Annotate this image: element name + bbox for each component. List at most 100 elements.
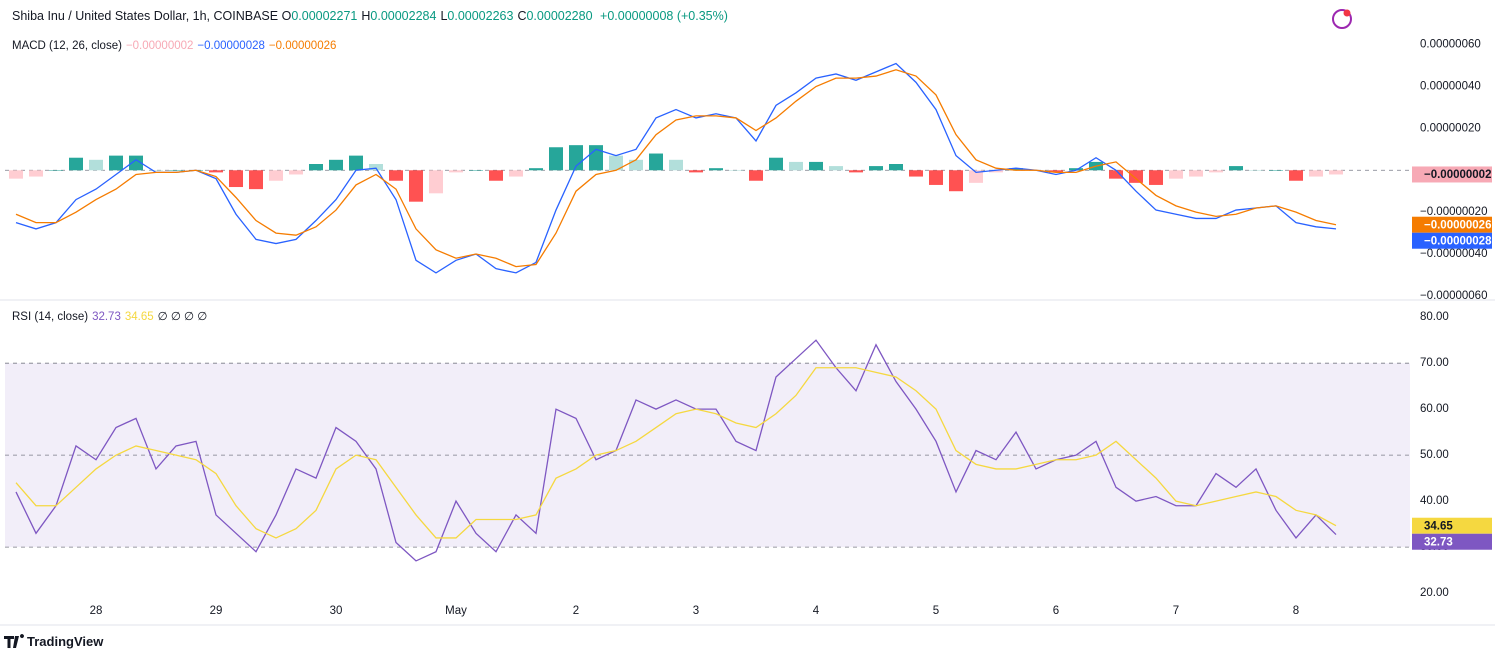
- alert-icon[interactable]: [1332, 9, 1352, 29]
- histogram-bar: [1069, 168, 1083, 171]
- price-tag: [1412, 517, 1492, 534]
- macd-legend: MACD (12, 26, close) −0.00000002 −0.000000…: [12, 40, 340, 52]
- histogram-bar: [869, 166, 883, 171]
- histogram-bar: [549, 147, 563, 171]
- histogram-bar: [309, 164, 323, 171]
- ohlc-value: 0.00002271: [291, 9, 358, 23]
- logo: [4, 634, 24, 648]
- x-tick-label: 28: [90, 605, 103, 617]
- y-tick-label: 50.00: [1420, 449, 1449, 461]
- legend-value: −0.00000002: [125, 40, 194, 52]
- histogram-bar: [269, 170, 283, 181]
- ohlc-value: 0.00002280: [526, 9, 593, 23]
- x-tick-label: May: [445, 605, 467, 617]
- histogram-bar: [469, 170, 483, 171]
- x-tick-label: 8: [1293, 605, 1299, 617]
- histogram-bar: [1309, 170, 1323, 177]
- histogram-bar: [1169, 170, 1183, 179]
- histogram-bar: [949, 170, 963, 192]
- series-line: [15, 62, 1337, 274]
- symbol-title: Shiba Inu / United States Dollar, 1h, CO…: [12, 9, 279, 23]
- y-tick-label: 20.00: [1420, 587, 1449, 599]
- ohlc-value: 0.00002284: [370, 9, 437, 23]
- legend-value: −0.00000026: [268, 40, 337, 52]
- histogram-bar: [349, 155, 363, 171]
- x-tick-label: 7: [1173, 605, 1179, 617]
- histogram-bar: [1329, 170, 1343, 175]
- histogram-bar: [1109, 170, 1123, 179]
- ohlc-label: H: [361, 9, 371, 23]
- series-line: [15, 367, 1337, 539]
- histogram-bar: [729, 170, 743, 171]
- histogram-bar: [629, 159, 643, 171]
- histogram-bar: [129, 155, 143, 171]
- y-tick-label: −0.00000040: [1420, 248, 1487, 260]
- price-tag: [1412, 232, 1492, 249]
- ohlc-label: C: [517, 9, 527, 23]
- histogram-bar: [649, 153, 663, 171]
- price-tag: [1412, 216, 1492, 233]
- y-tick-label: 80.00: [1420, 311, 1449, 323]
- ohlc-value: 0.00002263: [447, 9, 514, 23]
- histogram-bar: [689, 170, 703, 173]
- ohlc-label: O: [281, 9, 292, 23]
- legend-title: RSI (14, close): [12, 311, 89, 323]
- histogram-bar: [889, 164, 903, 171]
- alert-dot: [1343, 9, 1351, 17]
- histogram-bar: [69, 157, 83, 171]
- histogram-bar: [509, 170, 523, 177]
- y-tick-label: 60.00: [1420, 403, 1449, 415]
- y-tick-label: 0.00000040: [1420, 81, 1481, 93]
- histogram-bar: [9, 170, 23, 179]
- histogram-bar: [989, 170, 1003, 173]
- histogram-bar: [909, 170, 923, 177]
- histogram-bar: [149, 170, 163, 171]
- histogram-bar: [429, 170, 443, 194]
- histogram-bar: [1269, 170, 1283, 171]
- price-tag-label: 34.65: [1424, 520, 1453, 532]
- price-tag: [1412, 533, 1492, 550]
- rsi-legend: RSI (14, close) 32.73 34.65 ∅ ∅ ∅ ∅: [12, 309, 211, 323]
- y-tick-label: −0.00000060: [1420, 290, 1487, 302]
- histogram-bar: [209, 170, 223, 173]
- histogram-bar: [769, 157, 783, 171]
- histogram-bar: [1289, 170, 1303, 181]
- histogram-bar: [369, 164, 383, 171]
- brand: TradingView: [27, 634, 104, 649]
- histogram-bar: [109, 155, 123, 171]
- histogram-bar: [709, 168, 723, 171]
- x-tick-label: 3: [693, 605, 699, 617]
- histogram-bar: [829, 166, 843, 171]
- histogram-bar: [389, 170, 403, 181]
- histogram-bar: [49, 170, 63, 171]
- histogram-bar: [809, 161, 823, 171]
- histogram-bar: [1149, 170, 1163, 185]
- histogram-bar: [249, 170, 263, 190]
- histogram-bar: [789, 161, 803, 171]
- legend-title: MACD (12, 26, close): [12, 40, 122, 52]
- x-tick-label: 2: [573, 605, 579, 617]
- histogram-bar: [849, 170, 863, 173]
- histogram-bar: [1209, 170, 1223, 173]
- histogram-bar: [609, 155, 623, 171]
- series-line: [15, 339, 1337, 562]
- x-tick-label: 30: [330, 605, 343, 617]
- histogram-bar: [669, 159, 683, 171]
- histogram-bar: [749, 170, 763, 181]
- price-tag: [1412, 166, 1492, 183]
- histogram-bar: [529, 168, 543, 171]
- y-tick-label: 70.00: [1420, 357, 1449, 369]
- histogram-bar: [1229, 166, 1243, 171]
- series-line: [15, 69, 1337, 268]
- legend-value: −0.00000028: [197, 40, 265, 52]
- x-tick-label: 29: [210, 605, 223, 617]
- histogram-bar: [29, 170, 43, 177]
- header: Shiba Inu / United States Dollar, 1h, CO…: [12, 9, 728, 23]
- legend-na: ∅ ∅ ∅ ∅: [157, 311, 208, 323]
- legend-value: 34.65: [124, 311, 154, 323]
- histogram-bar: [1049, 170, 1063, 173]
- y-tick-label: 0.00000060: [1420, 39, 1481, 51]
- histogram-bar: [89, 159, 103, 171]
- x-tick-label: 6: [1053, 605, 1059, 617]
- histogram-bar: [1129, 170, 1143, 183]
